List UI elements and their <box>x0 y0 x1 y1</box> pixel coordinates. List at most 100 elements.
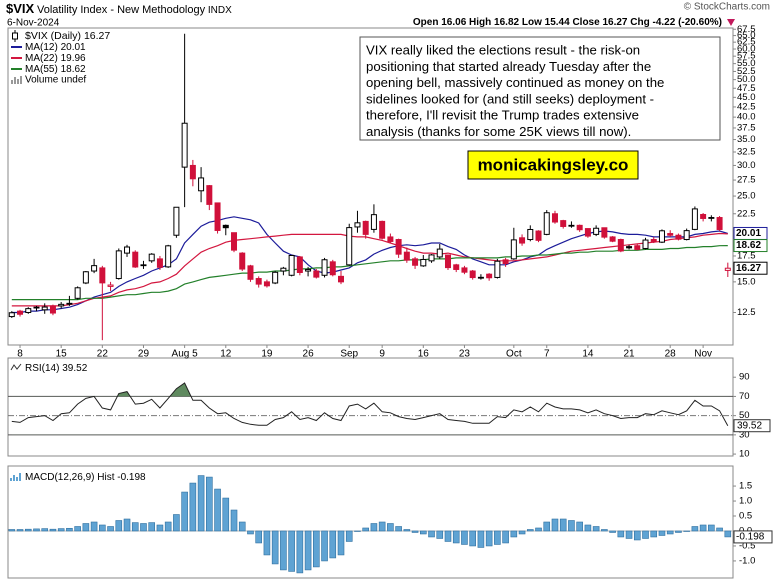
legend-value: 19.96 <box>61 53 86 64</box>
histogram-bar <box>296 530 304 574</box>
title: Volatility Index - New Methodology <box>37 4 206 16</box>
value-tag: 18.62 <box>736 240 761 251</box>
histogram-bar <box>395 526 402 532</box>
histogram-bar <box>49 528 57 532</box>
ohlc-value: 16.06 <box>441 17 466 28</box>
histogram-bar <box>230 509 238 532</box>
histogram-bar <box>156 524 164 532</box>
candle-body <box>494 260 501 278</box>
ohlc-label: High <box>469 17 491 28</box>
candle-body <box>362 220 369 235</box>
candle-body <box>206 185 213 205</box>
candle-body <box>568 224 575 227</box>
rsi-line <box>11 382 729 426</box>
histogram-bar <box>74 526 81 532</box>
candle-body <box>708 217 715 219</box>
value-tag: 16.27 <box>736 263 761 274</box>
x-tick-label: 9 <box>379 349 385 360</box>
histogram-bar <box>99 524 106 532</box>
legend-value: 16.27 <box>84 30 110 42</box>
candle-body <box>634 245 641 250</box>
histogram-bar <box>535 527 542 532</box>
histogram-bar <box>461 530 468 545</box>
watermark: monicakingsley.co <box>478 155 629 174</box>
histogram-bar <box>510 530 518 538</box>
legend-icon <box>20 76 22 84</box>
legend-text: MA(12) 20.01 <box>25 42 86 53</box>
candle-body <box>453 264 460 270</box>
x-tick-label: Sep <box>340 349 358 360</box>
annotation-line: analysis (thanks for some 25K views till… <box>366 124 631 139</box>
histogram-bar <box>378 521 386 532</box>
legend-text: RSI(14) 39.52 <box>25 363 88 374</box>
symbol: $VIX <box>6 1 35 16</box>
candle-body <box>691 208 698 230</box>
histogram-bar <box>617 530 625 538</box>
histogram-bar <box>452 530 460 544</box>
candle-body <box>91 265 98 272</box>
candle-body <box>329 261 336 276</box>
histogram-bar <box>526 529 534 532</box>
annotation-line: therefore, I'll revisit the Trump trades… <box>366 108 639 123</box>
y-tick-label: 37.5 <box>737 122 756 133</box>
histogram-bar <box>428 530 435 538</box>
candle-body <box>486 273 493 279</box>
x-tick-label: 7 <box>544 349 550 360</box>
legend-value: 18.62 <box>61 64 86 75</box>
y-tick-label: 65.0 <box>737 30 756 41</box>
legend-name: MA(22) <box>25 53 58 64</box>
exchange: INDX <box>208 5 232 16</box>
histogram-bar <box>625 530 633 539</box>
candle-body <box>305 268 312 272</box>
histogram-bar <box>568 520 575 532</box>
histogram-bar <box>576 521 583 532</box>
candle-body <box>560 220 567 227</box>
histogram-bar <box>57 528 65 532</box>
legend-value: 20.01 <box>61 42 86 53</box>
legend-icon <box>16 477 18 481</box>
x-tick-label: 26 <box>303 349 315 360</box>
candle-body <box>346 227 353 266</box>
annotation-line: opening bell, massively continued as mon… <box>366 75 664 90</box>
histogram-bar <box>214 488 221 532</box>
histogram-bar <box>543 521 551 532</box>
histogram-bar <box>650 530 658 538</box>
histogram-bar <box>370 523 378 532</box>
annotation-line: sidelines looked for (and still seeks) d… <box>366 91 654 106</box>
histogram-bar <box>337 530 345 556</box>
histogram-bar <box>24 528 32 532</box>
histogram-bar <box>502 530 509 544</box>
histogram-bar <box>658 530 666 536</box>
y-tick-label: 70 <box>739 391 750 402</box>
histogram-bar <box>33 528 40 532</box>
histogram-bar <box>123 518 131 532</box>
legend-icon <box>19 473 21 481</box>
change-label: Chg <box>630 17 649 28</box>
histogram-bar <box>131 522 139 532</box>
histogram-bar <box>247 530 254 535</box>
histogram-bar <box>469 530 476 547</box>
y-tick-label: 35.0 <box>737 134 756 145</box>
legend-icon <box>13 475 15 481</box>
annotation-line: VIX really liked the elections result - … <box>366 42 640 57</box>
histogram-bar <box>708 524 715 532</box>
histogram-bar <box>164 521 172 532</box>
candle-body <box>609 236 616 242</box>
candle-body <box>543 212 550 235</box>
y-tick-label: 25.0 <box>737 191 756 202</box>
histogram-bar <box>387 523 394 532</box>
candle-body <box>436 248 443 258</box>
y-tick-label: 30.0 <box>737 160 756 171</box>
value-tag-box <box>733 239 768 253</box>
rsi-panel <box>7 357 734 457</box>
histogram-bar <box>16 529 24 532</box>
histogram-bar <box>633 530 641 541</box>
candle-body <box>658 230 665 243</box>
x-tick-label: 22 <box>97 349 109 360</box>
moving-average <box>11 216 728 314</box>
candle-body <box>41 306 48 311</box>
histogram-bar <box>222 497 230 532</box>
y-tick-label: -0.5 <box>739 540 755 551</box>
